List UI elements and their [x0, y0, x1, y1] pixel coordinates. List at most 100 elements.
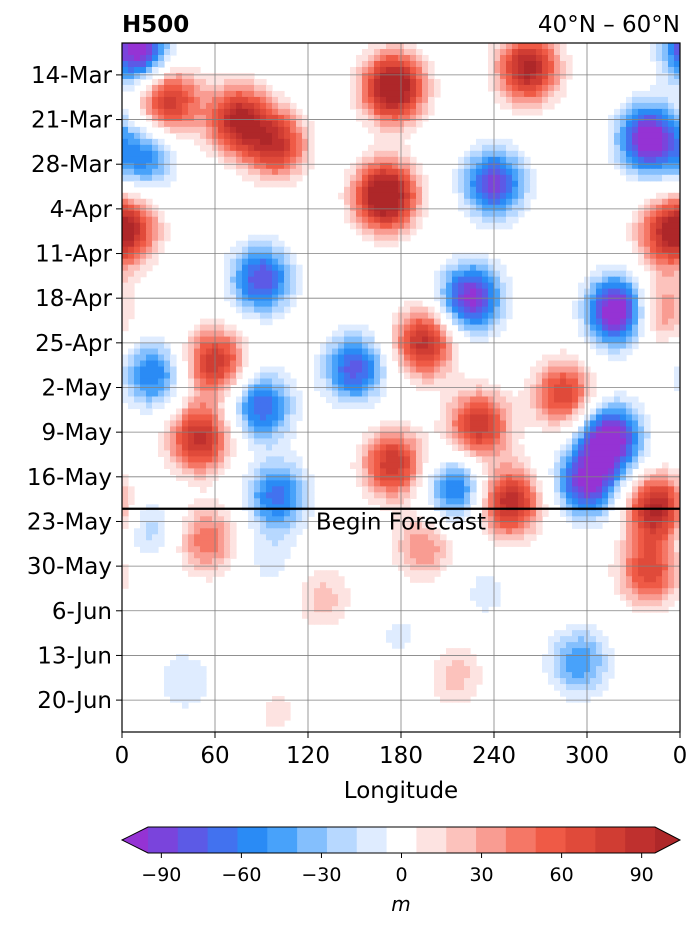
anomaly-cell [362, 186, 369, 194]
anomaly-cell [578, 492, 585, 499]
anomaly-cell [644, 174, 651, 182]
anomaly-cell [674, 510, 680, 517]
anomaly-cell [452, 390, 459, 398]
anomaly-cell [650, 252, 657, 260]
anomaly-cell [326, 606, 333, 613]
anomaly-cell [302, 588, 309, 595]
anomaly-cell [404, 210, 411, 218]
anomaly-cell [458, 180, 465, 188]
anomaly-cell [374, 84, 381, 92]
anomaly-cell [410, 474, 417, 481]
colorbar-swatch [565, 827, 596, 853]
anomaly-cell [218, 342, 225, 350]
anomaly-cell [218, 78, 225, 86]
anomaly-cell [542, 90, 549, 98]
anomaly-cell [602, 462, 609, 469]
anomaly-cell [164, 666, 171, 673]
anomaly-cell [476, 390, 483, 398]
anomaly-cell [452, 318, 459, 326]
anomaly-cell [674, 306, 680, 314]
anomaly-cell [368, 342, 375, 350]
anomaly-cell [506, 540, 513, 547]
anomaly-cell [644, 522, 651, 529]
anomaly-cell [476, 426, 483, 434]
anomaly-cell [596, 312, 603, 320]
anomaly-cell [236, 132, 243, 140]
anomaly-cell [362, 390, 369, 398]
anomaly-cell [236, 276, 243, 284]
anomaly-cell [476, 594, 483, 601]
anomaly-cell [188, 552, 195, 559]
anomaly-cell [206, 318, 213, 326]
anomaly-cell [260, 414, 267, 422]
anomaly-cell [128, 264, 135, 272]
anomaly-cell [452, 426, 459, 434]
anomaly-cell [374, 360, 381, 368]
anomaly-cell [458, 666, 465, 673]
anomaly-cell [632, 426, 639, 434]
anomaly-cell [674, 108, 680, 116]
anomaly-cell [458, 324, 465, 332]
anomaly-cell [458, 438, 465, 446]
anomaly-cell [284, 144, 291, 152]
anomaly-cell [146, 540, 153, 547]
anomaly-cell [524, 192, 531, 200]
anomaly-cell [452, 444, 459, 452]
anomaly-cell [248, 156, 255, 164]
anomaly-cell [392, 312, 399, 320]
anomaly-cell [290, 420, 297, 428]
anomaly-cell [140, 90, 147, 98]
anomaly-cell [614, 474, 621, 481]
anomaly-cell [236, 396, 243, 404]
anomaly-cell [146, 84, 153, 92]
anomaly-cell [260, 108, 267, 116]
anomaly-cell [626, 318, 633, 326]
anomaly-cell [656, 54, 663, 62]
anomaly-cell [416, 186, 423, 194]
anomaly-cell [422, 558, 429, 565]
anomaly-cell [182, 414, 189, 422]
anomaly-cell [290, 408, 297, 416]
anomaly-cell [566, 516, 573, 523]
anomaly-cell [500, 72, 507, 80]
anomaly-cell [626, 558, 633, 565]
anomaly-cell [128, 252, 135, 260]
anomaly-cell [602, 264, 609, 272]
anomaly-cell [428, 60, 435, 68]
anomaly-cell [476, 402, 483, 410]
anomaly-cell [674, 72, 680, 80]
anomaly-cell [350, 102, 357, 110]
anomaly-cell [356, 480, 363, 487]
anomaly-cell [416, 444, 423, 452]
anomaly-cell [182, 528, 189, 535]
anomaly-cell [512, 84, 519, 92]
anomaly-cell [230, 258, 237, 266]
anomaly-cell [140, 528, 147, 535]
anomaly-cell [266, 528, 273, 535]
anomaly-cell [374, 138, 381, 146]
anomaly-cell [230, 102, 237, 110]
anomaly-cell [272, 102, 279, 110]
anomaly-cell [422, 180, 429, 188]
anomaly-cell [284, 420, 291, 428]
anomaly-cell [662, 252, 669, 260]
anomaly-cell [356, 78, 363, 86]
anomaly-cell [428, 96, 435, 104]
anomaly-cell [386, 180, 393, 188]
anomaly-cell [164, 378, 171, 386]
anomaly-cell [608, 492, 615, 499]
anomaly-cell [644, 132, 651, 140]
anomaly-cell [416, 348, 423, 356]
anomaly-cell [620, 534, 627, 541]
anomaly-cell [260, 102, 267, 110]
anomaly-cell [644, 510, 651, 517]
anomaly-cell [272, 150, 279, 158]
anomaly-cell [638, 576, 645, 583]
anomaly-cell [524, 534, 531, 541]
anomaly-cell [452, 270, 459, 278]
anomaly-cell [410, 468, 417, 475]
anomaly-cell [656, 606, 663, 613]
anomaly-cell [386, 84, 393, 92]
anomaly-cell [152, 204, 159, 212]
anomaly-cell [284, 480, 291, 487]
